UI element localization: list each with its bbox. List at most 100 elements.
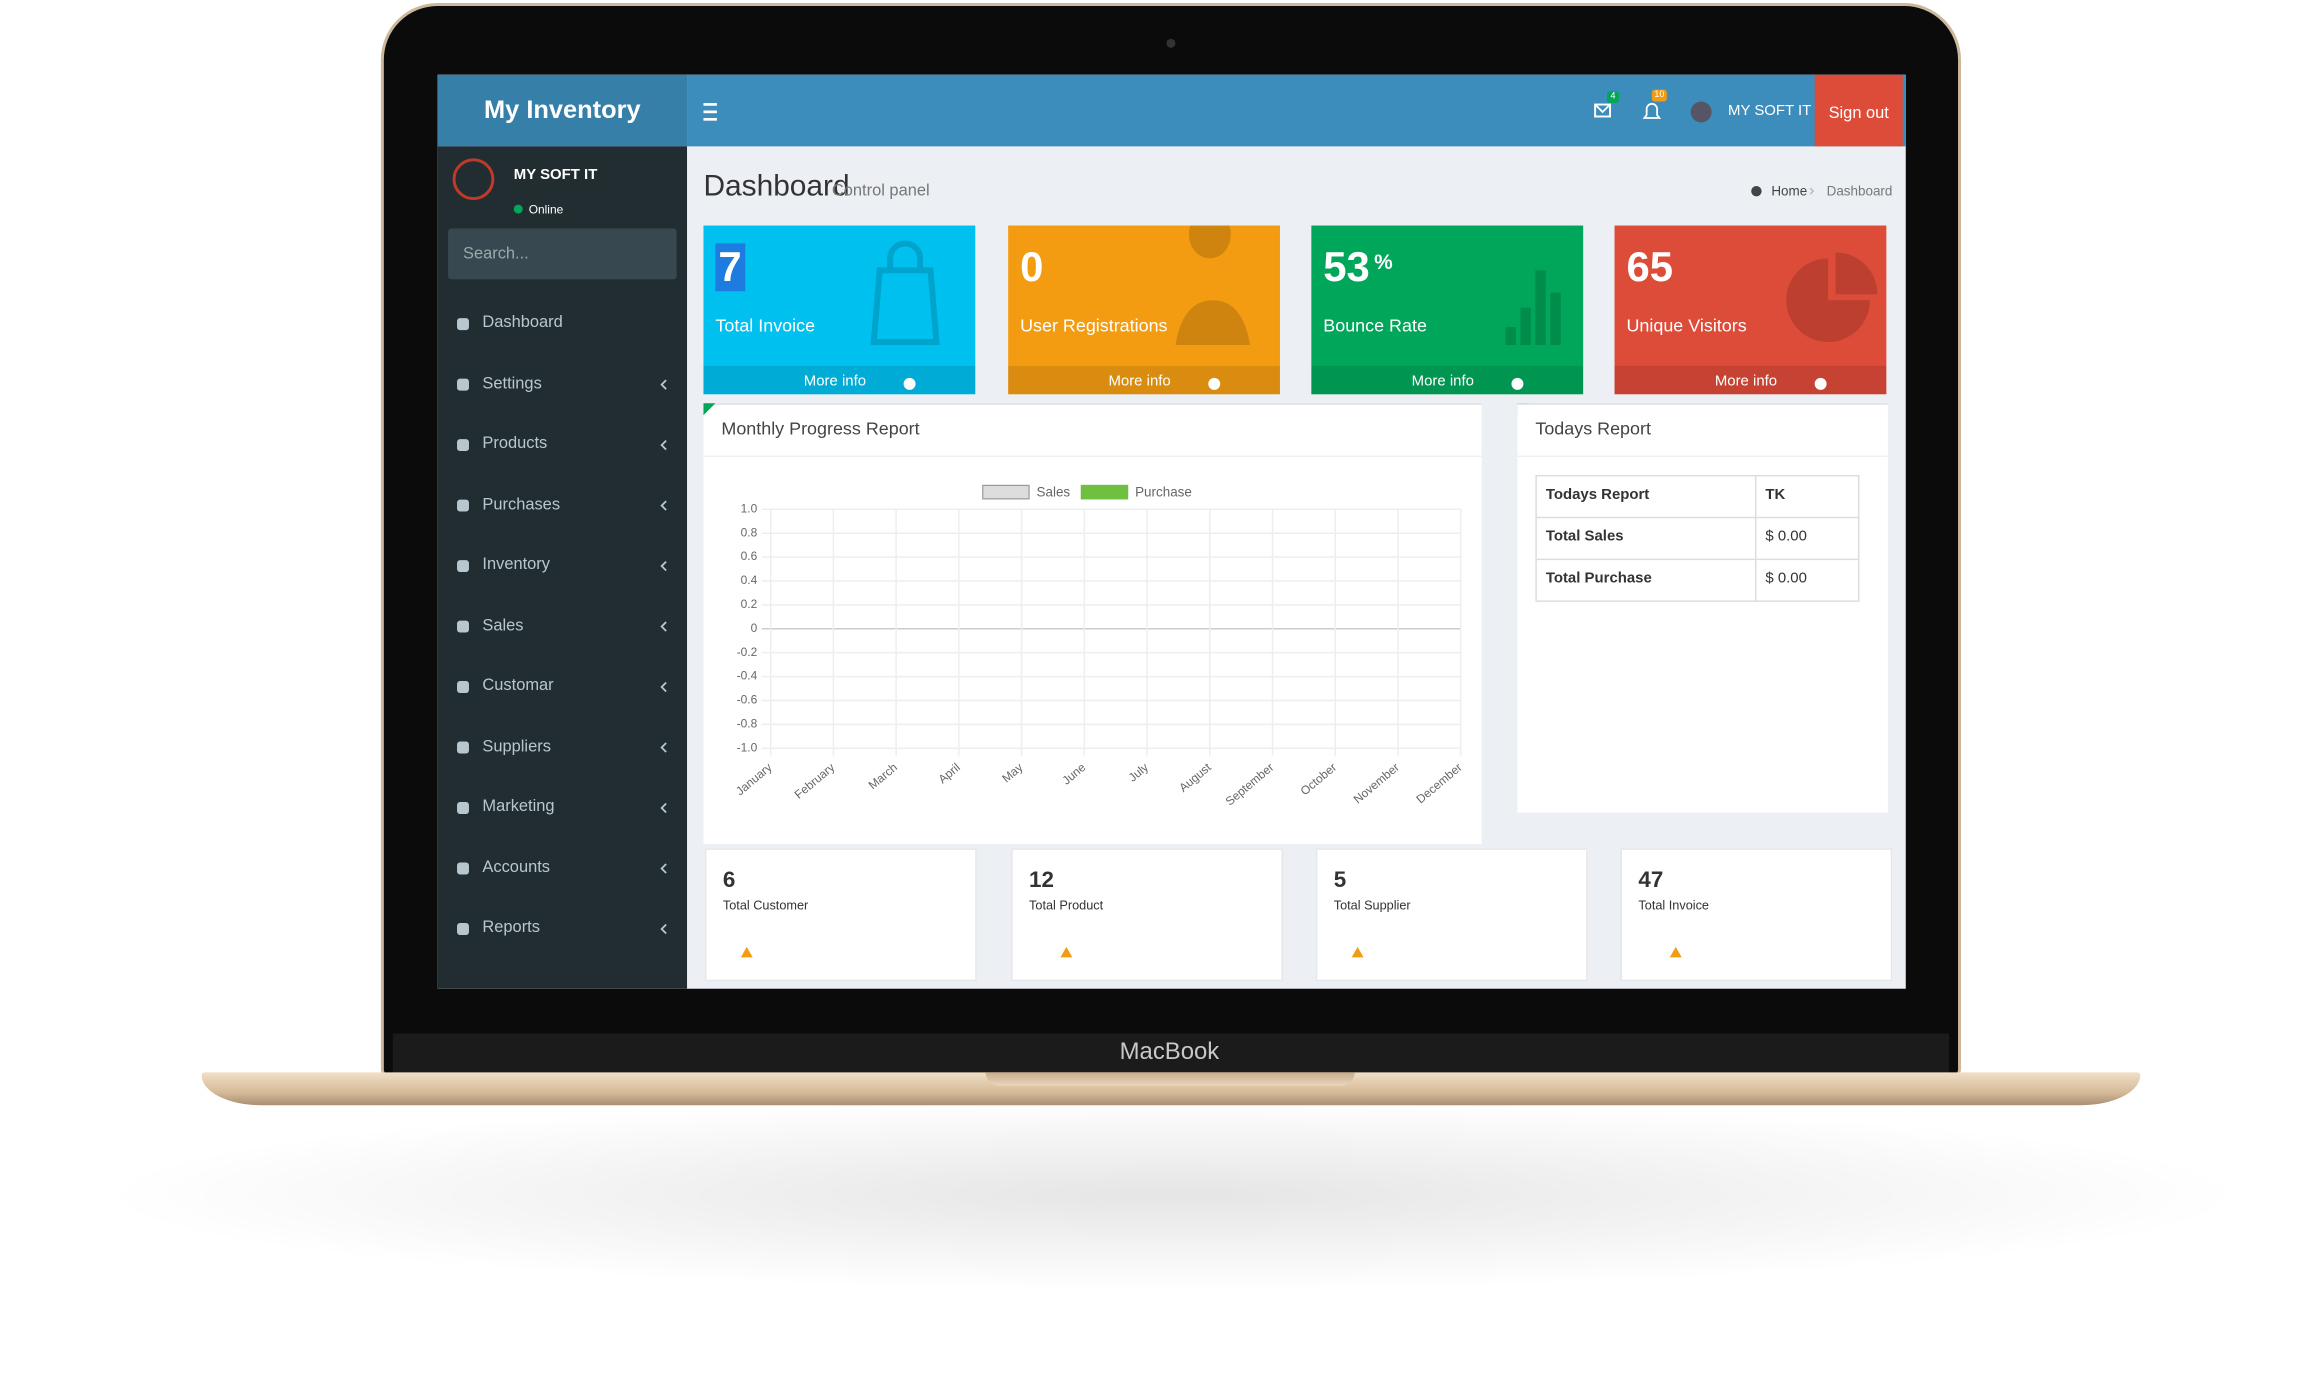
x-tick-label: September [1223,760,1277,808]
info-unit: % [1374,249,1393,274]
info-box: 53% Bounce Rate More info [1311,225,1584,395]
info-box: 0 User Registrations More info [1008,225,1280,395]
breadcrumb-icons [1751,185,1815,197]
x-tick-label: April [936,760,963,786]
breadcrumb-item[interactable]: Home [1771,183,1808,199]
trend-up [1060,946,1073,958]
menu-item[interactable]: Settings [482,374,542,393]
info-link[interactable]: More info [803,373,867,390]
menu-icon [457,802,469,814]
menu-icon [457,499,469,512]
shadow [89,1097,2256,1292]
table-cell: Total Sales [1545,528,1624,546]
info-icon [1175,225,1260,346]
mail-icon [1594,103,1612,118]
trend-up [1351,946,1364,958]
info-link[interactable]: More info [1108,373,1171,390]
menu-item[interactable]: Products [482,434,548,453]
chart-title: Monthly Progress Report [721,418,920,440]
sidebar-icons [452,158,667,935]
x-tick-label: July [1126,760,1151,784]
menu-item[interactable]: Customar [482,676,554,695]
base-notch [985,1072,1355,1086]
arrow-icon [1511,377,1524,390]
legend-swatch [982,484,1030,500]
info-link[interactable]: More info [1714,373,1778,390]
menu-toggle [703,103,717,106]
menu-item[interactable]: Dashboard [482,313,563,332]
table-cell: Total Purchase [1545,570,1652,587]
x-tick-label: October [1298,760,1340,798]
info-icon [1786,252,1878,343]
x-tick-label: March [866,760,900,792]
stat-label: Total Supplier [1333,897,1411,913]
y-tick-label: -0.2 [737,645,758,659]
search-placeholder[interactable]: Search... [463,244,529,263]
sparkline [1060,946,1073,958]
info-icon [1505,270,1561,346]
col-divider [1754,474,1757,602]
menu-icon [457,681,469,694]
legend-label: Purchase [1135,484,1192,499]
y-tick-label: -1.0 [737,740,758,754]
user-name: MY SOFT IT [1728,103,1812,120]
menu-item[interactable]: Reports [482,918,540,937]
menu-toggle [703,110,717,114]
x-tick-label: June [1059,760,1088,788]
y-tick-label: -0.6 [737,693,758,707]
breadcrumb-sep [1809,187,1815,195]
info-icon [1175,225,1260,346]
menu-item[interactable]: Accounts [482,858,550,876]
corner-mark [703,403,716,416]
badge: 10 [1651,89,1667,102]
chevron [660,500,667,511]
chevron [660,742,667,753]
panel-divider [1517,455,1888,458]
legend-label: Sales [1037,484,1071,499]
chevron [660,560,667,572]
info-icon [870,240,940,346]
info-icon [870,240,940,346]
info-value: 7 [715,243,745,292]
stat-label: Total Customer [722,897,809,913]
stat-value: 6 [722,867,736,894]
signout-text[interactable]: Sign out [1828,104,1889,123]
x-tick-label: November [1351,760,1402,806]
menu-item[interactable]: Inventory [482,555,550,574]
app-title: My Inventory [484,95,641,124]
info-footer [1614,365,1887,395]
info-value: 0 [1020,243,1044,290]
info-box: 65 Unique Visitors More info [1614,225,1887,395]
trend-up [1669,946,1682,958]
menu-item[interactable]: Sales [482,616,524,635]
menu-item[interactable]: Purchases [482,495,561,514]
menu-icon [457,862,469,875]
chevron [660,802,667,814]
chevron [660,863,667,874]
search-box[interactable] [448,228,677,280]
menu-icon [457,560,469,573]
info-footer [1311,365,1584,395]
signout-button[interactable] [1814,74,1903,147]
y-tick-label: 0.6 [741,549,758,563]
menu-item[interactable]: Marketing [482,797,555,816]
x-tick-label: December [1413,760,1464,806]
device-label: MacBook [1119,1039,1220,1065]
header-icons [703,101,1712,123]
y-tick-label: -0.4 [737,669,758,683]
info-footer [703,365,976,395]
info-label: User Registrations [1020,315,1168,337]
home-icon [1751,185,1762,197]
legend-swatch [1080,484,1129,500]
screen: My Inventory 4 10 MY SOFT IT Sign out MY SOFT… [437,74,1906,989]
info-icon [1505,270,1561,346]
arrow-icon [1814,377,1827,390]
info-link[interactable]: More info [1411,373,1474,390]
menu-item[interactable]: Suppliers [482,737,551,755]
menu-icon [457,318,469,331]
trend-up [740,946,753,958]
info-value: 53 [1323,243,1370,290]
info-label: Bounce Rate [1323,315,1427,337]
sparkline [1669,946,1682,958]
